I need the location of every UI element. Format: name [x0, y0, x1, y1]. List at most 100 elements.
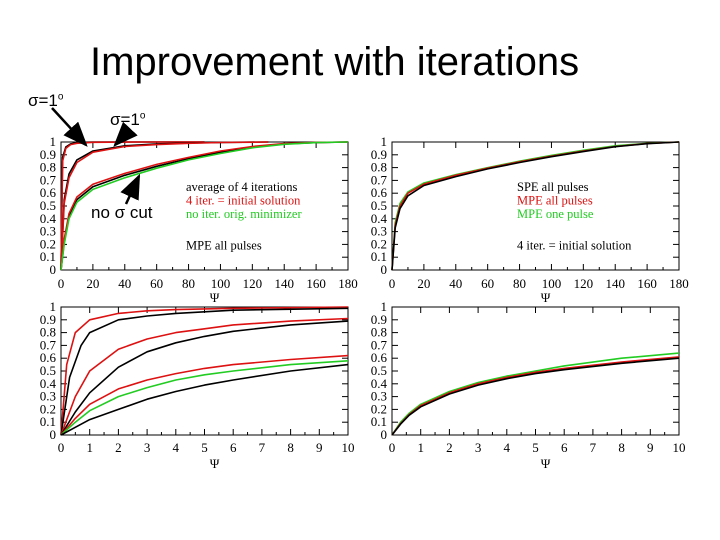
- y-tick-label: 0.6: [40, 185, 57, 200]
- y-tick-label: 0: [50, 262, 57, 277]
- y-tick-label: 0.1: [371, 249, 387, 264]
- chart-top-right: 0 20 40 60 80 100 120 140 160 180 00.10.20.30.40.5…: [371, 134, 689, 305]
- no-sigma-cut-annotation: no σ cut: [91, 203, 153, 222]
- y-tick-label: 0.3: [40, 224, 56, 239]
- x-tick-label: 8: [287, 440, 294, 455]
- x-tick-label: 120: [574, 276, 594, 291]
- y-tick-label: 0.6: [371, 185, 388, 200]
- y-tick-label: 0: [381, 427, 388, 442]
- x-tick-label: 80: [513, 276, 526, 291]
- x-tick-label: 100: [542, 276, 562, 291]
- x-tick-label: 80: [182, 276, 195, 291]
- x-tick-label: 4: [504, 440, 511, 455]
- x-tick-label: 0: [389, 440, 396, 455]
- x-tick-label: 3: [144, 440, 151, 455]
- y-tick-label: 1: [381, 134, 388, 149]
- y-tick-label: 0.3: [371, 389, 387, 404]
- y-tick-label: 0.8: [371, 160, 387, 175]
- x-tick-label: 180: [338, 276, 358, 291]
- y-tick-label: 0.5: [371, 363, 387, 378]
- series-line-4: [60, 354, 349, 436]
- y-tick-label: 0.4: [40, 376, 57, 391]
- y-tick-label: 0.9: [40, 312, 56, 327]
- y-tick-label: 0.7: [40, 337, 57, 352]
- sigma-mid-degree: o: [139, 110, 146, 122]
- y-tick-label: 0.8: [40, 160, 56, 175]
- x-tick-label: 5: [532, 440, 539, 455]
- y-tick-label: 1: [50, 299, 57, 314]
- series-line-6: [60, 141, 349, 271]
- series-line-6: [60, 363, 349, 436]
- series-line-2: [60, 317, 349, 436]
- charts-group: 0 20 40 60 80 100 120 140 160 18000.10.20.30.40.5…: [40, 134, 689, 471]
- arrow-sigma-mid: [113, 121, 138, 147]
- x-tick-label: 2: [115, 440, 122, 455]
- x-tick-label: 5: [201, 440, 208, 455]
- sigma-left-annotation: σ=1o: [28, 91, 63, 111]
- x-tick-label: 3: [475, 440, 482, 455]
- y-tick-label: 0.1: [371, 414, 387, 429]
- y-tick-label: 0.7: [371, 337, 388, 352]
- x-tick-label: 0: [389, 276, 396, 291]
- x-tick-label: 9: [647, 440, 654, 455]
- series-line-2: [391, 357, 680, 436]
- series-line-5: [60, 360, 349, 436]
- x-tick-label: 2: [446, 440, 453, 455]
- x-tick-label: 60: [150, 276, 163, 291]
- x-tick-label: 160: [637, 276, 657, 291]
- y-tick-label: 0.6: [371, 350, 388, 365]
- x-tick-label: 140: [605, 276, 625, 291]
- arrow-sigma-left: [51, 107, 88, 147]
- x-tick-label: 7: [590, 440, 597, 455]
- chart-bottom-left: 0 1 2 3 4 5 6 7 8 9 10 00.10.20.30.40.50.60.70.80.9…: [40, 299, 355, 471]
- legend-entry: no iter. orig. minimizer: [186, 207, 302, 221]
- y-tick-label: 0.5: [371, 198, 387, 213]
- y-tick-label: 0.9: [40, 147, 56, 162]
- x-tick-label: 120: [243, 276, 263, 291]
- x-axis-label: Ψ: [541, 456, 551, 471]
- chart-top-left: 0 20 40 60 80 100 120 140 160 180 00.10.20.30.40.5…: [40, 134, 358, 305]
- legend-entry: SPE all pulses: [517, 180, 589, 194]
- x-axis-label: Ψ: [541, 290, 551, 305]
- x-tick-label: 0: [58, 440, 65, 455]
- y-tick-label: 0.1: [40, 414, 56, 429]
- y-tick-label: 0.7: [371, 172, 388, 187]
- x-tick-label: 10: [673, 440, 686, 455]
- y-tick-label: 0.6: [40, 350, 57, 365]
- y-tick-label: 0.9: [371, 147, 387, 162]
- series-line-1: [391, 356, 680, 436]
- y-tick-label: 0: [50, 427, 57, 442]
- y-tick-label: 0.2: [40, 401, 56, 416]
- y-tick-label: 0.4: [371, 376, 388, 391]
- sigma-left-degree: o: [57, 91, 64, 103]
- x-axis-label: Ψ: [210, 456, 220, 471]
- legend-entry: MPE all pulses: [186, 239, 262, 253]
- x-tick-label: 1: [86, 440, 93, 455]
- x-tick-label: 20: [417, 276, 430, 291]
- y-tick-label: 0.3: [40, 389, 56, 404]
- series-line-3: [60, 320, 349, 436]
- series-line-1: [60, 307, 349, 436]
- y-tick-label: 0.8: [371, 325, 387, 340]
- x-tick-label: 20: [86, 276, 99, 291]
- y-tick-label: 0.8: [40, 325, 56, 340]
- legend-entry: 4 iter. = initial solution: [186, 194, 301, 208]
- annotation-arrows: [51, 107, 141, 205]
- x-tick-label: 100: [211, 276, 231, 291]
- x-tick-label: 180: [669, 276, 689, 291]
- series-line-3: [60, 141, 269, 271]
- x-tick-label: 9: [316, 440, 323, 455]
- arrow-no-sigma-cut: [120, 173, 141, 205]
- y-tick-label: 0.2: [371, 236, 387, 251]
- y-tick-label: 0.3: [371, 224, 387, 239]
- y-tick-label: 0.2: [40, 236, 56, 251]
- y-tick-label: 0: [381, 262, 388, 277]
- x-tick-label: 60: [481, 276, 494, 291]
- y-tick-label: 0.2: [371, 401, 387, 416]
- sigma-left-text: σ=1: [28, 91, 58, 110]
- x-tick-label: 160: [306, 276, 326, 291]
- x-tick-label: 140: [274, 276, 294, 291]
- y-tick-label: 1: [381, 299, 388, 314]
